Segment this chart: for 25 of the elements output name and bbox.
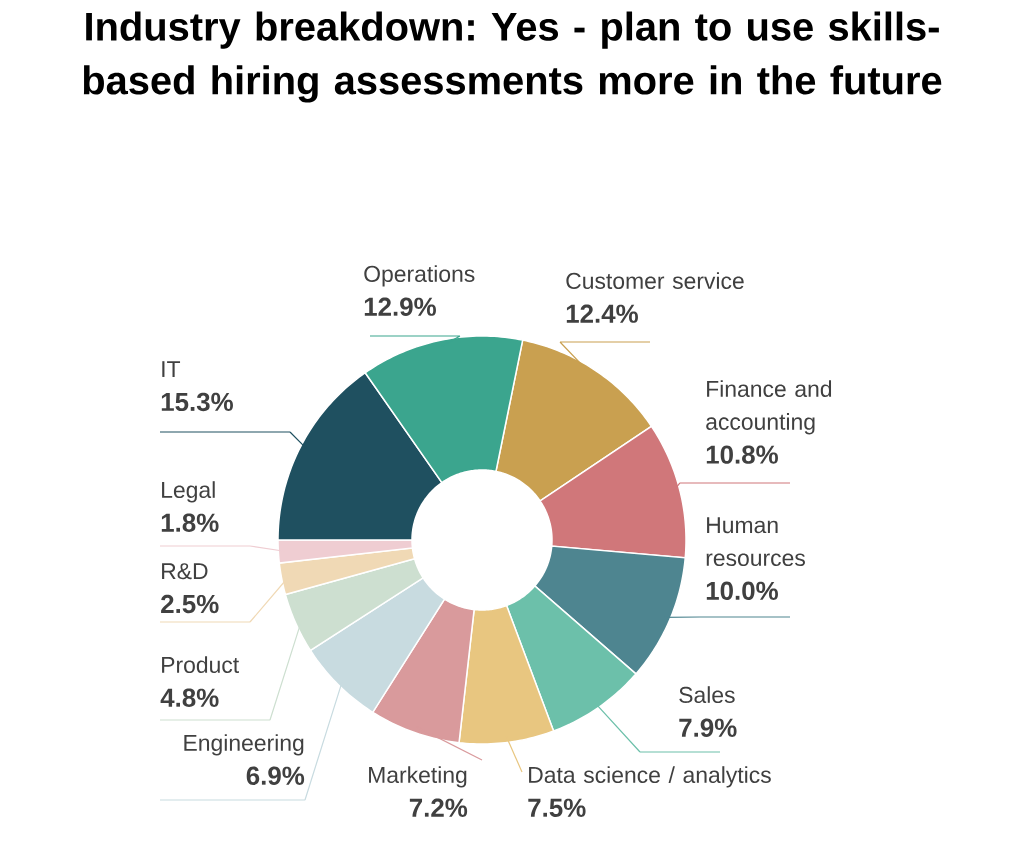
data-label: 7.2%	[409, 798, 468, 817]
slice-label: IT	[162, 361, 181, 377]
slice-label: Sales	[679, 686, 735, 704]
slice-label: Marketing	[369, 766, 467, 788]
data-label: 10.8%	[706, 445, 778, 464]
slice-label: Operations	[364, 265, 475, 287]
data-label: 6.9%	[246, 766, 305, 785]
chart-title: Industry breakdown: Yes - plan to use skills-based hiring assessments more in the future	[83, 11, 942, 103]
slice-label: Customer service	[566, 272, 744, 290]
slice-label: Data science / analytics	[529, 766, 771, 788]
slice-label: Human resources	[706, 517, 805, 567]
data-label: 7.5%	[528, 798, 586, 817]
data-label: 7.9%	[679, 718, 737, 737]
data-label: 1.8%	[161, 513, 219, 532]
legend-label: Engineering	[184, 734, 304, 756]
data-label: 2.5%	[161, 594, 219, 614]
slice-label: R&D	[162, 563, 208, 580]
data-label: 12.9%	[364, 297, 436, 316]
data-label: 4.8%	[160, 688, 219, 707]
data-label: 10.0%	[706, 581, 778, 600]
data-label: 12.4%	[566, 304, 638, 323]
slice-label: Finance and accounting	[706, 380, 832, 435]
slice-label: Product	[162, 656, 239, 674]
slice-label: Legal	[162, 481, 215, 503]
data-label: 15.3%	[161, 392, 233, 412]
